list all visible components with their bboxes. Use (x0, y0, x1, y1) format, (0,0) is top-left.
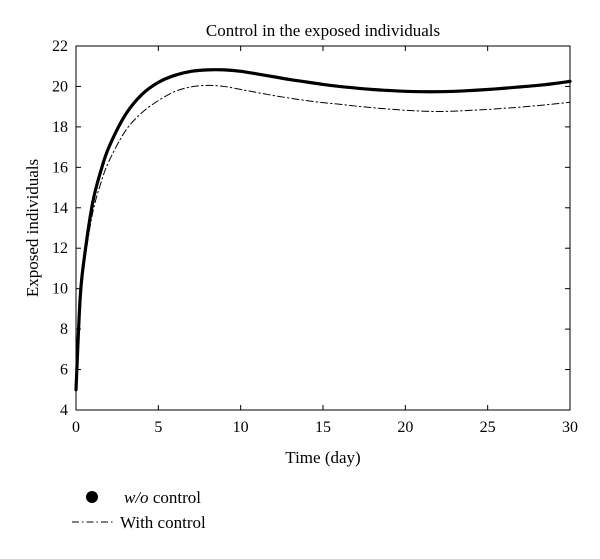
y-tick-label: 18 (52, 119, 68, 136)
y-tick-label: 12 (52, 240, 68, 257)
legend-label-without-control: w/o control (124, 488, 201, 507)
legend-label-with-control: With control (120, 513, 206, 532)
x-tick-label: 0 (72, 419, 80, 436)
legend: w/o control With control (72, 488, 206, 532)
x-tick-label: 10 (233, 419, 249, 436)
y-tick-label: 22 (52, 38, 68, 55)
chart-title: Control in the exposed individuals (206, 21, 440, 40)
x-tick-label: 15 (315, 419, 331, 436)
y-axis-label: Exposed individuals (23, 159, 42, 297)
y-tick-label: 4 (60, 402, 68, 419)
y-tick-label: 20 (52, 78, 68, 95)
legend-label-italic: w/o (124, 488, 149, 507)
y-tick-label: 6 (60, 362, 68, 379)
series-line-without-control (74, 68, 572, 392)
x-tick-label: 20 (397, 419, 413, 436)
plot-frame (75, 45, 571, 411)
y-tick-label: 8 (60, 321, 68, 338)
x-tick-label: 30 (562, 419, 578, 436)
y-tick-label: 14 (52, 200, 68, 217)
x-tick-label: 25 (480, 419, 496, 436)
legend-label-rest: control (149, 488, 202, 507)
x-tick-label: 5 (154, 419, 162, 436)
x-axis-label: Time (day) (285, 448, 360, 467)
y-tick-label: 16 (52, 159, 68, 176)
legend-marker-without-control (86, 491, 98, 503)
plot-area: 0 5 10 15 20 25 30 4 6 8 10 12 14 16 18 20 22 (52, 38, 578, 436)
series-line-with-control (75, 84, 571, 391)
y-axis-label-group: Exposed individuals (23, 159, 42, 297)
y-tick-label: 10 (52, 281, 68, 298)
